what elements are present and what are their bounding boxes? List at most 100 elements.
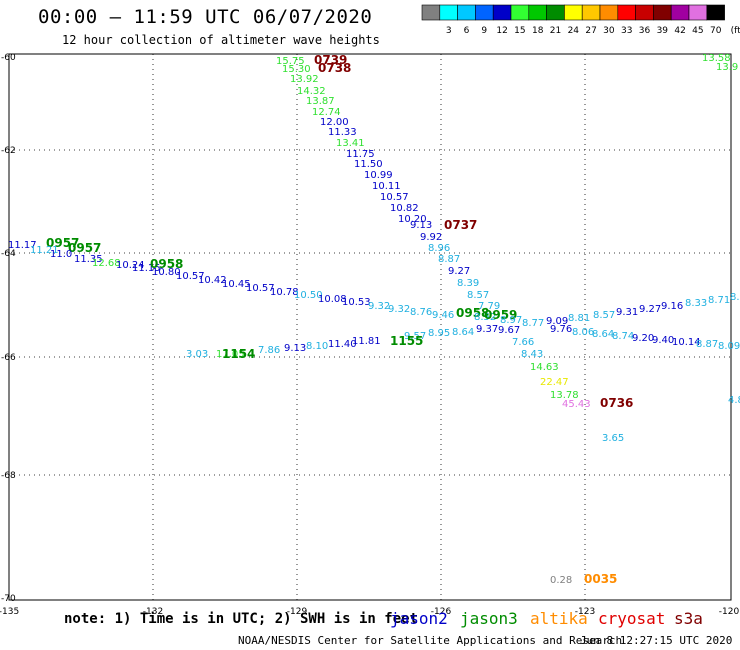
legend-tick-label: 36: [639, 26, 651, 36]
wave-height-value: 9.76: [550, 324, 572, 335]
wave-height-value: 11.75: [346, 149, 375, 160]
wave-height-value: 8.64: [452, 327, 474, 338]
wave-height-value: 3.03: [186, 349, 208, 360]
pass-time-label: 0738: [318, 61, 351, 75]
wave-height-value: 13.9: [716, 62, 738, 73]
wave-height-value: 10.57: [246, 283, 275, 294]
legend-tick-label: 15: [514, 26, 525, 36]
generated-timestamp: Jun 8 12:27:15 UTC 2020: [580, 634, 733, 647]
pass-time-label: 0958: [150, 257, 183, 271]
wave-height-value: 8.95: [428, 328, 450, 339]
pass-time-label: 0958: [456, 306, 489, 320]
legend-tick-label: 45: [692, 26, 703, 36]
wave-height-value: 17.05: [216, 349, 245, 360]
wave-height-value: 9.32: [388, 304, 410, 315]
legend-tick-label: 30: [603, 26, 615, 36]
latitude-label: -60: [1, 53, 16, 63]
map-title: 00:00 – 11:59 UTC 06/07/2020: [38, 6, 373, 28]
legend-swatch: [653, 4, 672, 21]
wave-height-value: 8.57: [467, 290, 489, 301]
legend-tick-label: 6: [464, 26, 470, 36]
graticule: [9, 54, 731, 600]
wave-height-value: 9.09: [546, 316, 568, 327]
pass-time-label: 0737: [444, 218, 477, 232]
pass-time-label: 1154: [222, 347, 255, 361]
legend-tick-label: 33: [621, 26, 632, 36]
wave-height-value: 22.47: [540, 377, 569, 388]
longitude-label: -126: [431, 607, 452, 617]
map-subtitle: 12 hour collection of altimeter wave hei…: [62, 33, 380, 47]
wave-height-value: 11.21: [30, 245, 59, 256]
wave-height-value: 7.79: [478, 301, 500, 312]
axis-labels: -135 -132 -129 -126 -123 -120 -60 -62 -64 -66 -68 -…: [0, 53, 739, 617]
pass-time-label: 1155: [390, 334, 423, 348]
wave-height-value: 8.76: [410, 307, 432, 318]
wave-height-value: 10.53: [342, 297, 371, 308]
map-border: [8, 53, 732, 601]
wave-height-value: 13.87: [306, 96, 335, 107]
legend-tick-label: 21: [550, 26, 561, 36]
wave-height-value: 11.40: [328, 339, 357, 350]
wave-height-value: 8.57: [593, 310, 615, 321]
wave-height-value: 11.17: [8, 240, 37, 251]
wave-height-value: 9.57: [404, 331, 426, 342]
legend-swatch: [439, 4, 458, 21]
wave-height-value: 10.14: [672, 337, 701, 348]
wave-height-value: 9.92: [420, 232, 442, 243]
wave-height-value: 12.00: [320, 117, 349, 128]
wave-height-value: 45.43: [562, 399, 591, 410]
wave-height-value: 9.13: [410, 220, 432, 231]
wave-height-value: 10.42: [198, 275, 227, 286]
wave-height-value: 10.80: [152, 267, 181, 278]
wave-height-value: 8.43: [521, 349, 543, 360]
wave-height-value: 11.33: [328, 127, 357, 138]
legend-tick-label: 70: [710, 26, 722, 36]
wave-height-value: 10.78: [270, 287, 299, 298]
legend-swatch: [617, 4, 636, 21]
satellite-cryosat: cryosat: [598, 609, 666, 628]
wave-height-value: 14.32: [297, 86, 326, 97]
latitude-label: -66: [1, 353, 16, 363]
credit-line: NOAA/NESDIS Center for Satellite Applica…: [238, 634, 623, 647]
wave-height-value: 13.58: [702, 53, 731, 64]
wave-height-value: 9.40: [652, 335, 674, 346]
wave-height-value: 8.97: [500, 315, 522, 326]
footer-note: note: 1) Time is in UTC; 2) SWH is in fe…: [64, 611, 419, 627]
wave-height-value: 15.30: [282, 64, 311, 75]
wave-height-value: 9.20: [632, 333, 654, 344]
pass-time-label: 0736: [600, 396, 633, 410]
wave-height-value: 12.68: [92, 258, 121, 269]
wave-height-value: 8.09: [718, 341, 740, 352]
legend-tick-label: 18: [532, 26, 544, 36]
latitude-label: -68: [1, 471, 16, 481]
wave-height-value: 9.16: [661, 301, 683, 312]
wave-height-value: 8.77: [522, 318, 544, 329]
wave-height-value: 8.64: [592, 329, 614, 340]
legend-swatch: [492, 4, 512, 21]
legend-tick-label: 42: [674, 26, 685, 36]
legend-swatch: [475, 4, 494, 21]
wave-height-value: 8.87: [696, 339, 718, 350]
wave-height-value: 8.33: [685, 298, 707, 309]
legend-tick-label: 27: [585, 26, 596, 36]
wave-height-value: 8.39: [457, 278, 479, 289]
wave-height-value: 9.27: [448, 266, 470, 277]
longitude-label: -123: [575, 607, 595, 617]
pass-time-label: 0035: [584, 572, 617, 586]
wave-height-value: 8.74: [612, 331, 634, 342]
pass-time-label: 0957: [46, 236, 79, 250]
wave-height-value: 10.82: [390, 203, 419, 214]
latitude-label: -62: [1, 146, 16, 156]
legend-swatch: [546, 4, 565, 21]
longitude-label: -129: [287, 607, 308, 617]
longitude-label: -135: [0, 607, 19, 617]
legend-unit: (ft): [731, 26, 740, 36]
longitude-label: -132: [143, 607, 163, 617]
legend-swatch: [528, 4, 547, 21]
legend-swatch: [564, 4, 583, 21]
wave-height-value: 9.27: [639, 304, 661, 315]
wave-height-value: 4.8: [728, 395, 740, 406]
latitude-label: -64: [1, 249, 16, 259]
latitude-label: -70: [1, 594, 16, 604]
